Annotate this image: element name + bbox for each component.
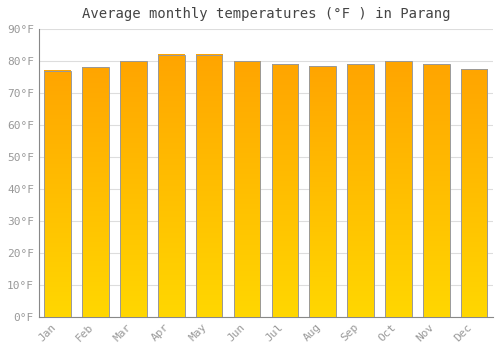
Bar bbox=[82, 68, 109, 317]
Bar bbox=[310, 66, 336, 317]
Bar bbox=[158, 55, 184, 317]
Bar bbox=[120, 61, 146, 317]
Title: Average monthly temperatures (°F ) in Parang: Average monthly temperatures (°F ) in Pa… bbox=[82, 7, 450, 21]
Bar bbox=[348, 64, 374, 317]
Bar bbox=[196, 55, 222, 317]
Bar bbox=[385, 61, 411, 317]
Bar bbox=[461, 69, 487, 317]
Bar bbox=[423, 64, 450, 317]
Bar bbox=[44, 71, 71, 317]
Bar bbox=[234, 61, 260, 317]
Bar bbox=[272, 64, 298, 317]
